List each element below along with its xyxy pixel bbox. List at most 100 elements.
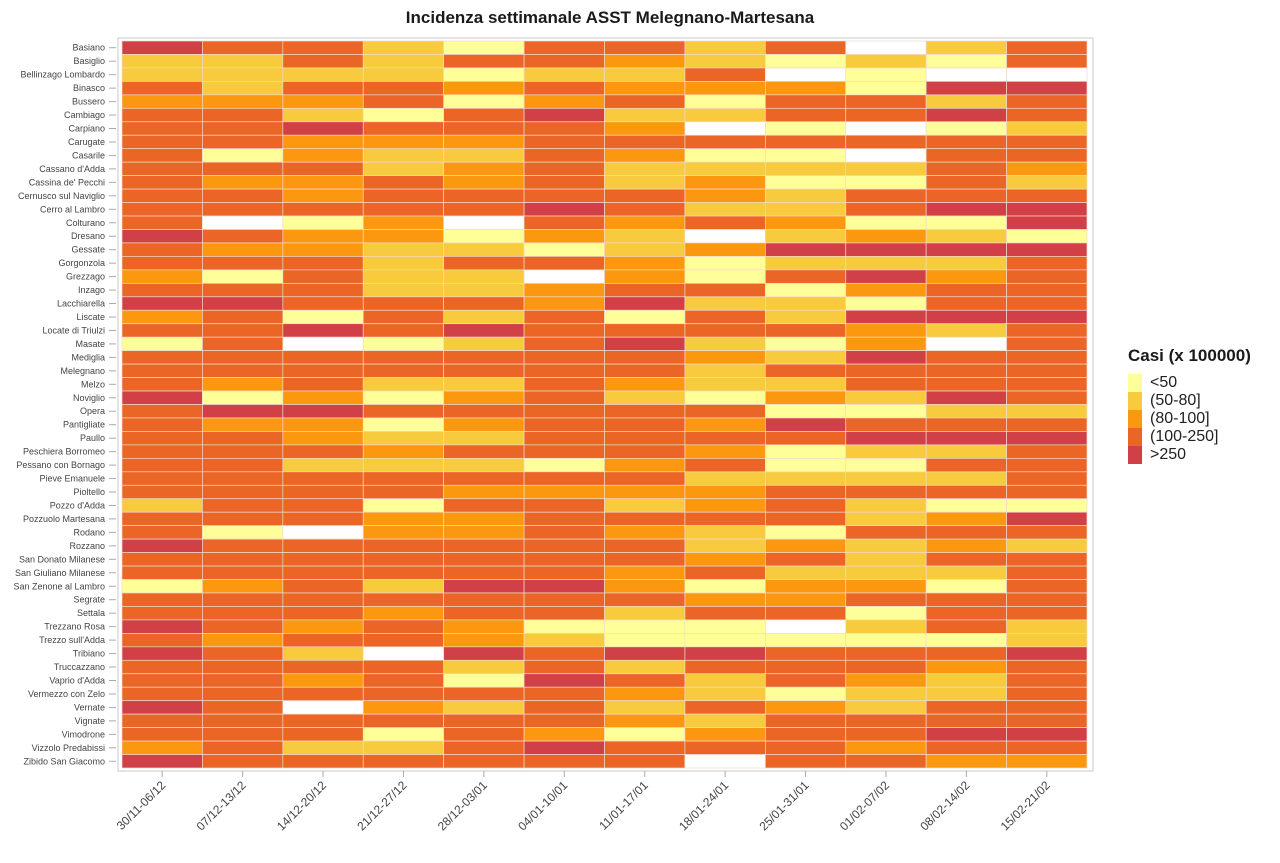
heatmap-cell [121,498,203,513]
heatmap-cell [925,538,1007,553]
heatmap-cell [925,511,1007,527]
heatmap-cell [764,552,847,567]
heatmap-cell [362,188,445,203]
y-tick-label: Trezzo sull'Adda [39,635,105,645]
heatmap-cell [362,417,445,432]
y-tick-label: Gessate [71,245,105,255]
y-tick-label: Trezzano Rosa [44,622,105,632]
heatmap-cell [362,740,445,755]
heatmap-cell [845,727,927,742]
heatmap-cell [121,592,203,607]
heatmap-cell [443,606,525,621]
heatmap-cell [604,94,686,109]
heatmap-cell [202,202,284,217]
heatmap-cell [1006,525,1088,540]
heatmap-cell [202,538,284,553]
heatmap-cell [684,404,766,419]
heatmap-cell [523,417,605,432]
heatmap-cell [282,215,364,230]
heatmap-cell [684,81,766,96]
heatmap-cell [282,700,364,715]
legend: Casi (x 100000) <50 (50-80] (80-100] (100-2… [1128,346,1251,464]
heatmap-cell [764,377,847,392]
heatmap-cell [845,633,927,648]
y-tick-label: Tribiano [73,649,105,659]
heatmap-cell [362,323,445,338]
heatmap-cell [202,673,284,688]
heatmap-cell [1006,323,1088,338]
heatmap-cell [282,81,364,96]
heatmap-cell [362,471,445,486]
y-tick-label: Vizzolo Predabissi [32,743,105,753]
heatmap-cell [925,458,1007,473]
heatmap-cell [362,175,445,190]
heatmap-cell [282,633,364,648]
heatmap-cell [443,148,525,163]
y-tick-label: Dresano [71,231,105,241]
heatmap-cell [282,202,364,217]
heatmap-cell [362,498,445,513]
heatmap-cell [925,417,1007,432]
heatmap-cell [925,713,1007,728]
heatmap-cell [684,350,766,365]
heatmap-cell [684,134,766,150]
heatmap-cell [845,175,927,190]
heatmap-cell [1006,134,1088,150]
heatmap-cell [764,686,847,702]
heatmap-cell [362,538,445,553]
heatmap-cell [202,336,284,351]
heatmap-cell [845,659,927,675]
heatmap-cell [282,404,364,419]
heatmap-cell [684,202,766,217]
heatmap-cell [604,323,686,338]
heatmap-cell [523,579,605,594]
heatmap-cell [764,538,847,553]
heatmap-cell [684,256,766,271]
heatmap-cell [925,94,1007,109]
heatmap-cell [1006,592,1088,607]
heatmap-cell [443,525,525,540]
heatmap-cell [282,458,364,473]
heatmap-cell [925,363,1007,378]
heatmap-cell [1006,404,1088,419]
heatmap-cell [604,309,686,325]
y-tick-label: Melegnano [60,366,105,376]
heatmap-cell [362,269,445,284]
heatmap-cell [845,686,927,702]
y-tick-label: Binasco [73,83,105,93]
heatmap-cell [1006,94,1088,109]
heatmap-cell [202,700,284,715]
heatmap-cell [925,579,1007,594]
heatmap-cell [764,606,847,621]
heatmap-cell [443,54,525,69]
heatmap-cell [443,121,525,136]
heatmap-cell [282,40,364,55]
heatmap-cell [362,81,445,96]
heatmap-cell [764,161,847,176]
heatmap-cell [443,94,525,109]
heatmap-cell [845,713,927,728]
heatmap-cell [845,282,927,298]
heatmap-cell [764,592,847,607]
legend-swatch [1128,374,1142,392]
heatmap-cell [684,188,766,203]
heatmap-cell [925,188,1007,203]
heatmap-cell [764,107,847,123]
heatmap-cell [1006,458,1088,473]
heatmap-cell [282,673,364,688]
heatmap-cell [925,686,1007,702]
heatmap-cell [764,188,847,203]
heatmap-cell [764,444,847,459]
y-tick-label: San Giuliano Milanese [15,568,105,578]
y-tick-label: Bussero [72,97,105,107]
heatmap-cell [684,673,766,688]
y-tick-label: Segrate [73,595,105,605]
heatmap-cell [845,107,927,123]
heatmap-cell [684,363,766,378]
heatmap-cell [684,552,766,567]
heatmap-cell [523,713,605,728]
heatmap-cell [443,565,525,580]
heatmap-cell [523,404,605,419]
heatmap-cell [282,659,364,675]
heatmap-cell [282,94,364,109]
